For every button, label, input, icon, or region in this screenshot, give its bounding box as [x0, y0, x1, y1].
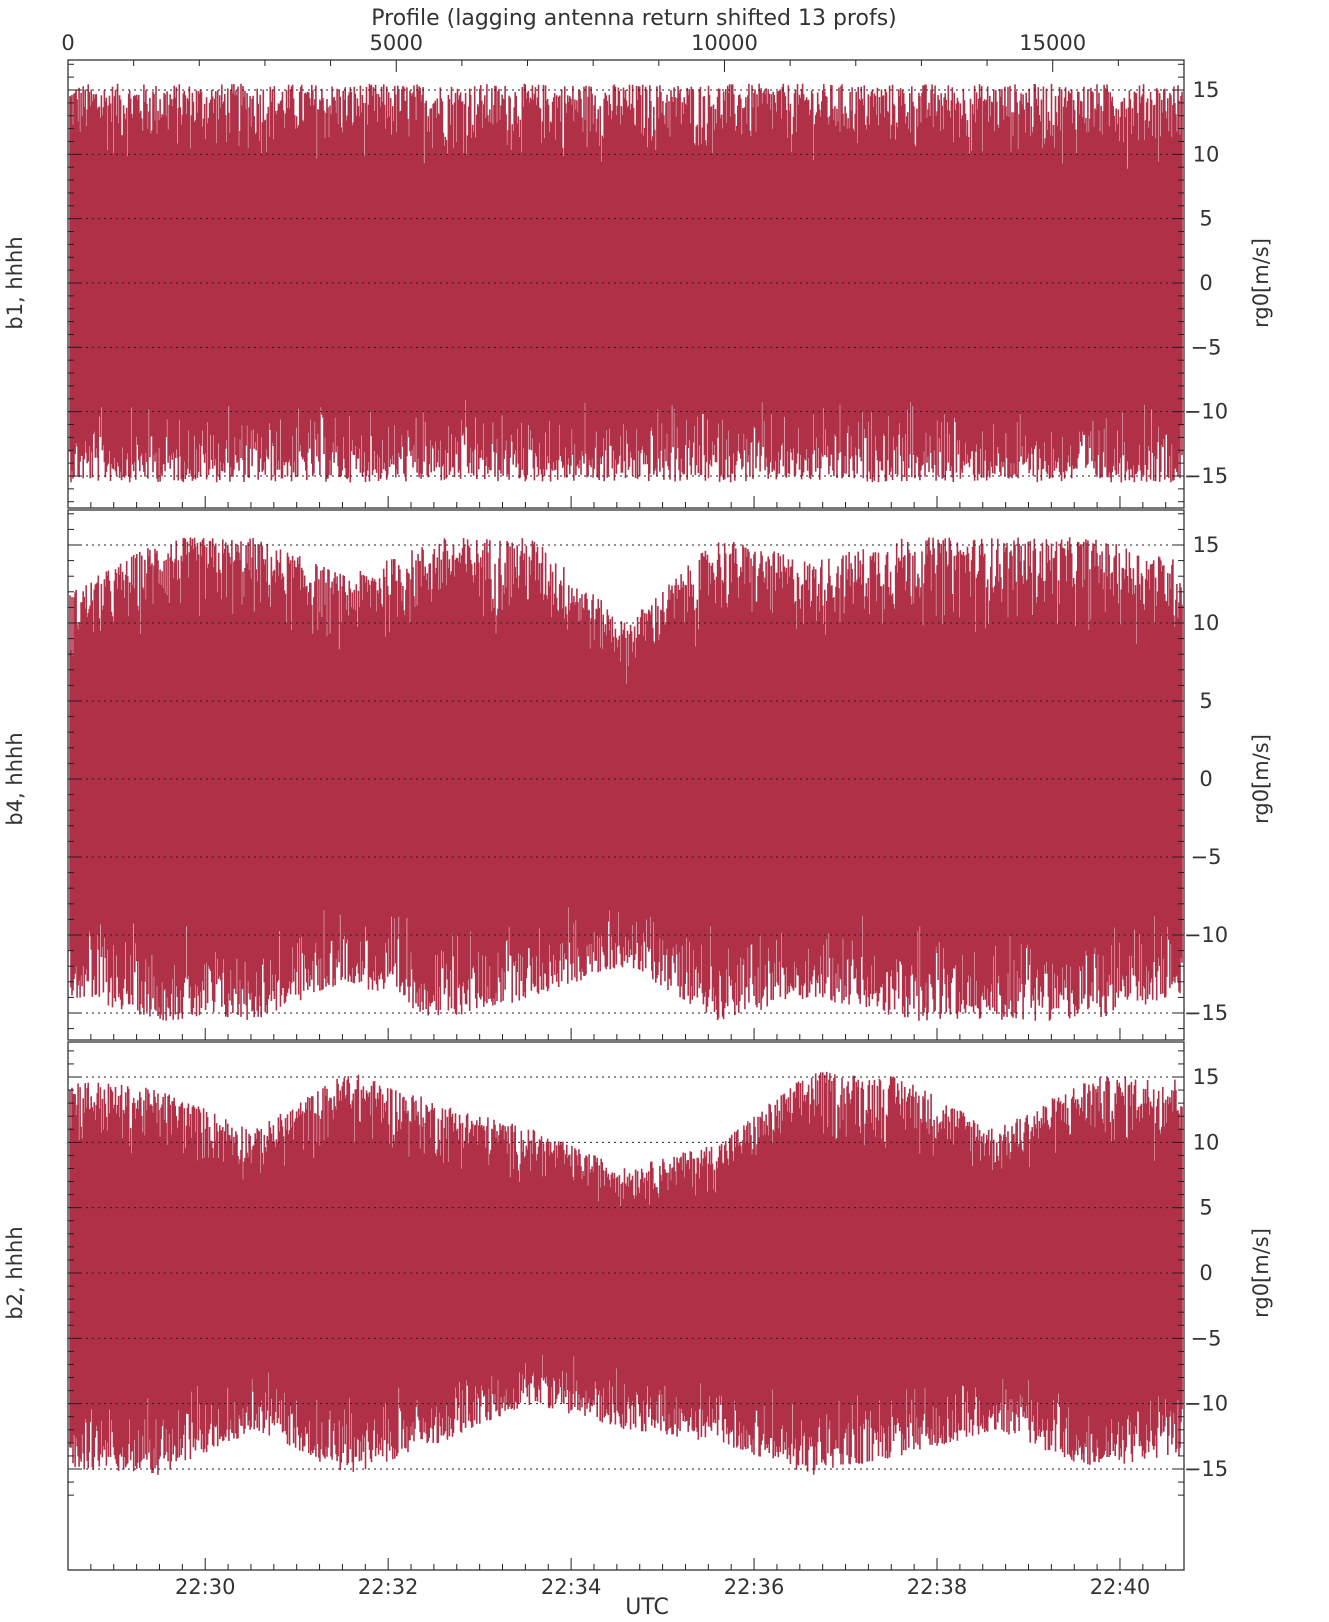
top-axis-title: Profile (lagging antenna return shifted …: [371, 6, 897, 31]
panel-frame: [67, 509, 1185, 1041]
y-tick-label: −15: [1184, 464, 1228, 488]
y-tick-label: −5: [1191, 845, 1222, 869]
bottom-axis-tick-label: 22:40: [1090, 1575, 1151, 1599]
bottom-axis-title: UTC: [625, 1595, 669, 1620]
panel-frame: [67, 1041, 1185, 1571]
top-axis-tick-label: 5000: [370, 31, 423, 55]
y-tick-label: 10: [1193, 142, 1220, 166]
y-tick-label: −5: [1191, 335, 1222, 359]
y-tick-label: 15: [1193, 1065, 1220, 1089]
panel-series-label: b4, hhhh: [3, 732, 27, 825]
y-tick-label: 0: [1199, 1261, 1212, 1285]
y-tick-label: 5: [1199, 689, 1212, 713]
bottom-axis-tick-label: 22:38: [907, 1575, 968, 1599]
y-tick-label: 15: [1193, 78, 1220, 102]
top-axis-tick-label: 0: [61, 31, 74, 55]
y-tick-label: −10: [1184, 923, 1228, 947]
signal-core-band: [70, 1215, 1182, 1345]
y-axis-title: rg0[m/s]: [1249, 238, 1273, 328]
y-tick-label: 5: [1199, 1196, 1212, 1220]
bottom-axis-tick-label: 22:34: [541, 1575, 602, 1599]
y-tick-label: −15: [1184, 1001, 1228, 1025]
y-tick-label: 0: [1199, 767, 1212, 791]
bottom-axis-tick-label: 22:30: [175, 1575, 236, 1599]
panel-series-label: b1, hhhh: [3, 236, 27, 329]
bottom-axis-tick-label: 22:36: [724, 1575, 785, 1599]
top-axis-tick-label: 10000: [691, 31, 758, 55]
signal-core-band: [70, 693, 1182, 882]
y-tick-label: −10: [1184, 400, 1228, 424]
y-tick-label: 10: [1193, 1130, 1220, 1154]
y-tick-label: −10: [1184, 1392, 1228, 1416]
axes-group: 15 10 5 0 −5 −10 −15 rg0[m/s] b1, hhhh 15 10 5 0 −5 −1…: [3, 31, 1273, 1599]
y-tick-label: 0: [1199, 271, 1212, 295]
panel-series-label: b2, hhhh: [3, 1226, 27, 1319]
y-axis-title: rg0[m/s]: [1249, 1228, 1273, 1318]
y-axis-title: rg0[m/s]: [1249, 734, 1273, 824]
y-tick-label: 15: [1193, 533, 1220, 557]
top-axis-tick-label: 15000: [1019, 31, 1086, 55]
bottom-axis-tick-label: 22:32: [358, 1575, 419, 1599]
y-tick-label: −5: [1191, 1326, 1222, 1350]
panel-frame: [67, 59, 1185, 509]
y-tick-label: −15: [1184, 1457, 1228, 1481]
y-tick-label: 5: [1199, 207, 1212, 231]
y-tick-label: 10: [1193, 611, 1220, 635]
